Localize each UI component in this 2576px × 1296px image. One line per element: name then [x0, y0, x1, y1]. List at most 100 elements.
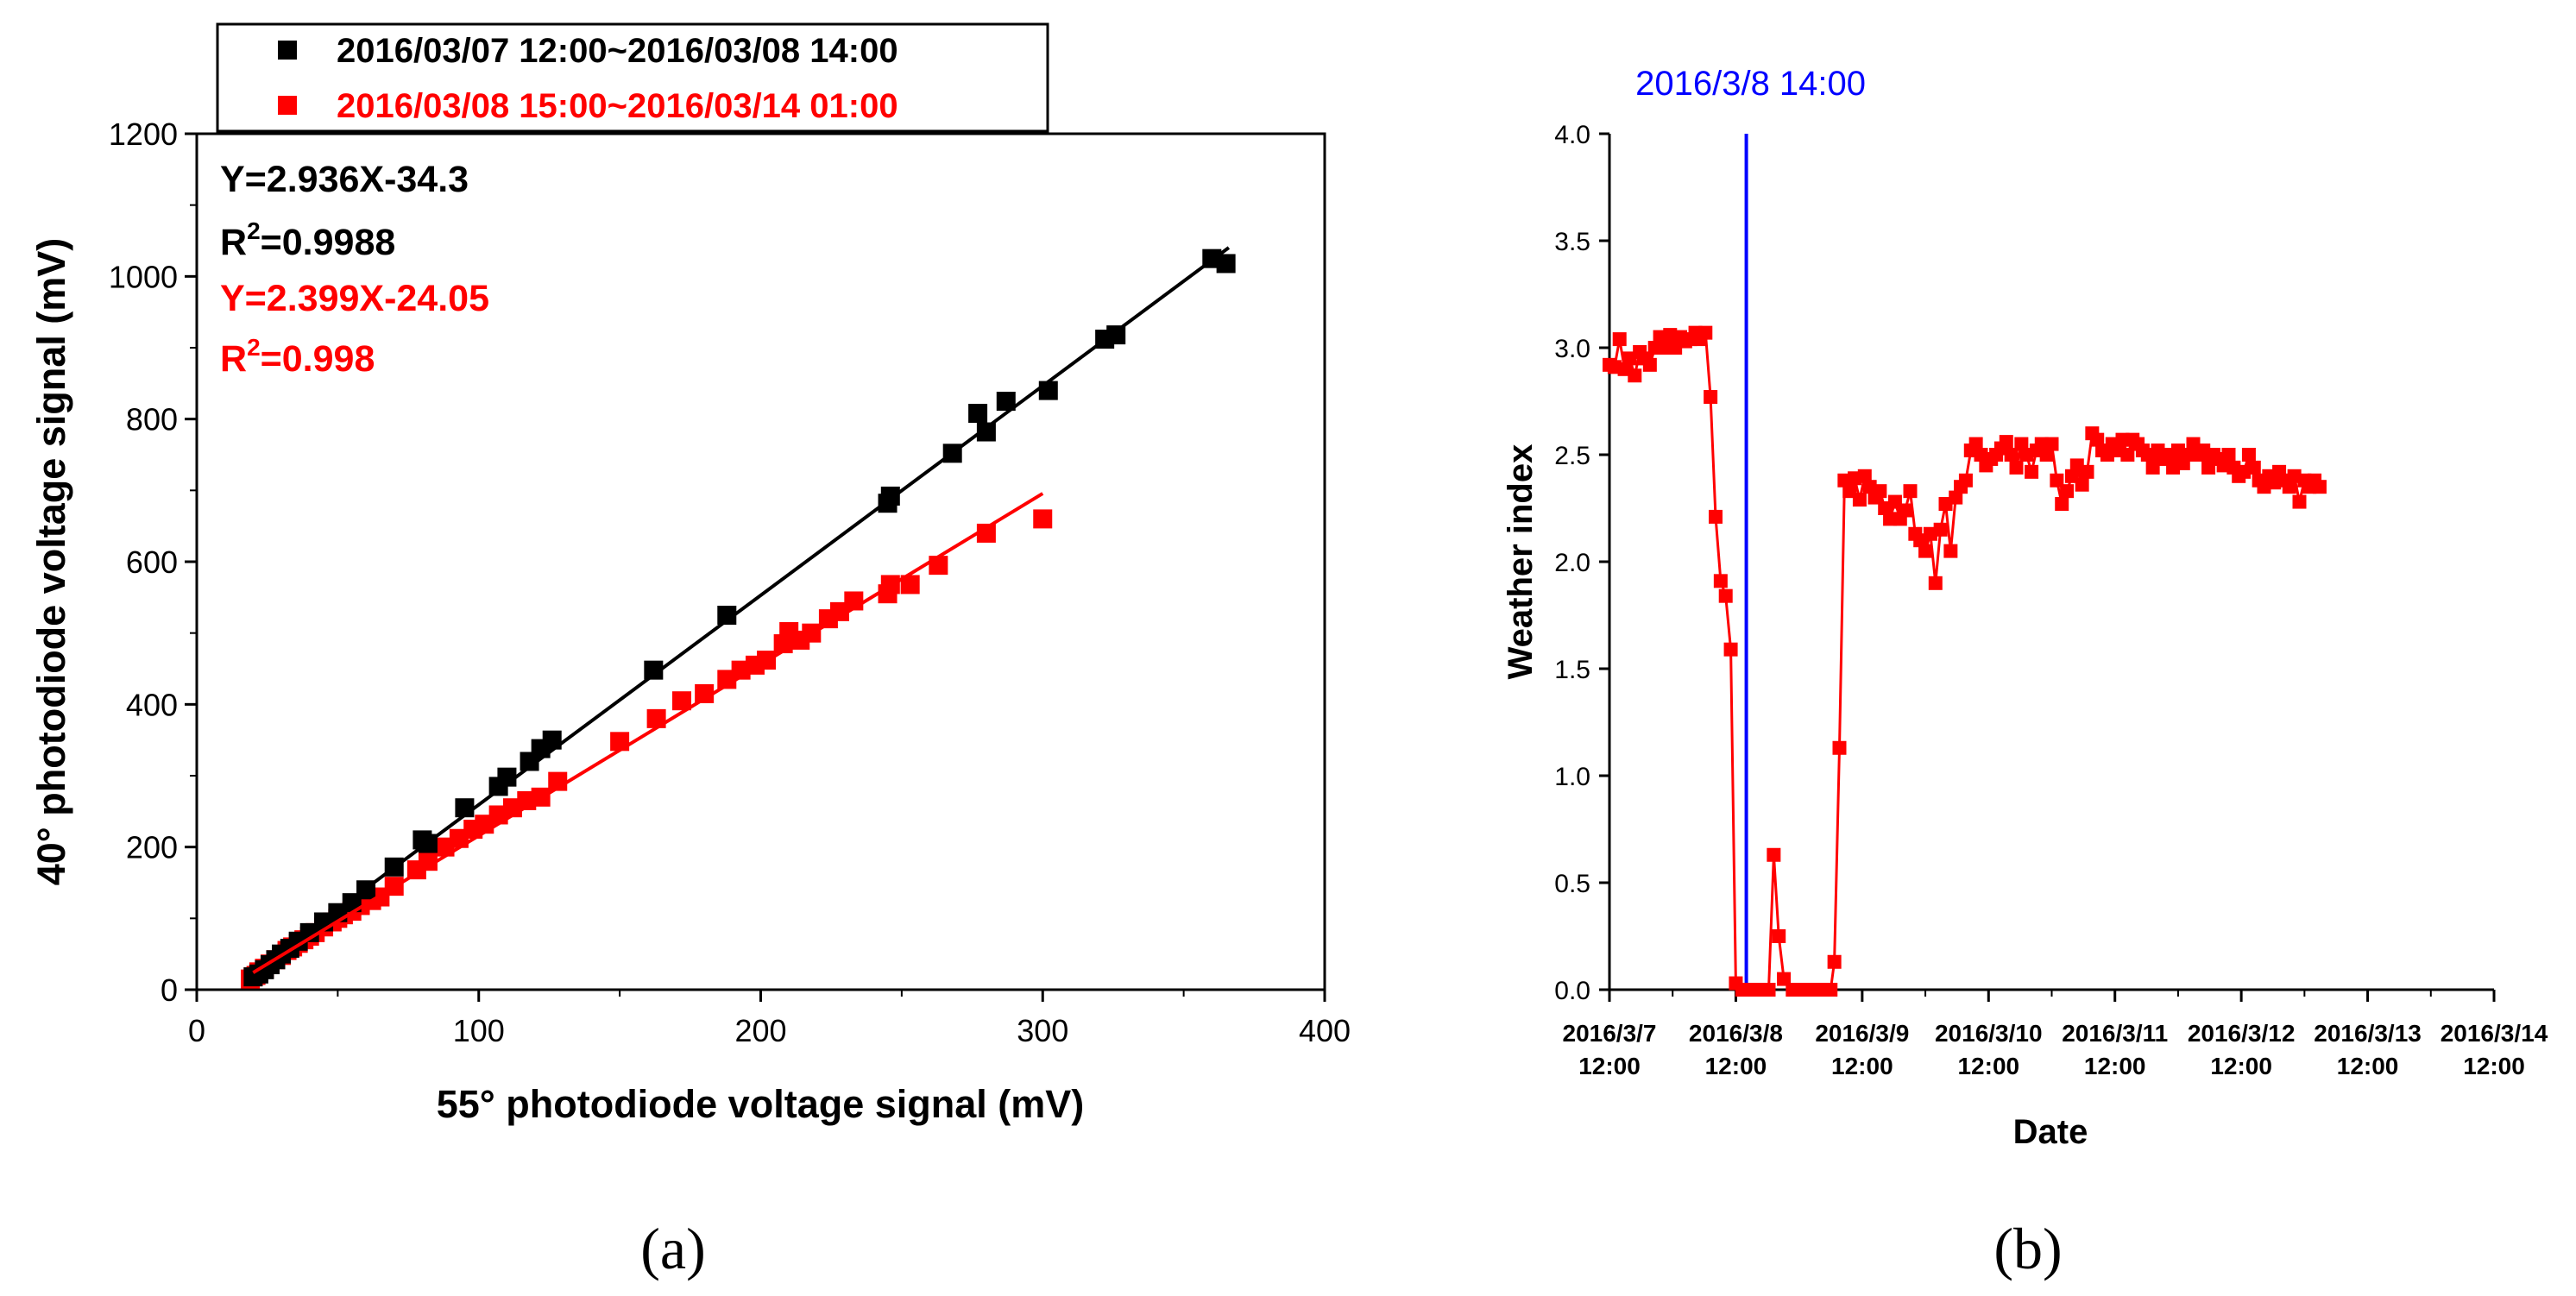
panel-a-scatter-chart: 0 200 400 600 800 1000 1200 0 100 200 300 400 55° … — [29, 22, 1351, 1281]
data-point — [900, 575, 920, 595]
panel-a-legend: 2016/03/07 12:00~2016/03/08 14:00 2016/0… — [216, 22, 1049, 133]
data-point — [2014, 437, 2029, 451]
fit-line — [257, 246, 1231, 970]
data-point — [1827, 954, 1842, 969]
data-point — [1761, 983, 1776, 997]
data-point — [1852, 493, 1867, 507]
legend-entry-black: 2016/03/07 12:00~2016/03/08 14:00 — [337, 32, 898, 70]
data-point — [1767, 847, 1781, 862]
data-point — [2050, 473, 2064, 488]
panel-b-data-marks — [1603, 325, 2327, 997]
y-tick-label: 2.5 — [1554, 442, 1590, 470]
y-tick-label: 800 — [126, 402, 178, 437]
data-point — [2060, 484, 2075, 499]
y-tick-label: 600 — [126, 544, 178, 580]
data-point — [1857, 469, 1872, 483]
x-tick-label-time: 12:00 — [2210, 1053, 2272, 1079]
data-point — [2282, 480, 2296, 494]
panel-a-y-axis-label: 40° photodiode voltage signal (mV) — [29, 238, 73, 886]
fit-equation-black: Y=2.936X-34.3 — [220, 159, 469, 200]
data-point — [1709, 509, 1723, 524]
panel-a-fit-lines — [252, 246, 1231, 974]
legend-marker-black — [278, 41, 297, 60]
y-tick-label: 1.5 — [1554, 656, 1590, 684]
x-tick-label-time: 12:00 — [1578, 1053, 1641, 1079]
data-point — [2075, 477, 2089, 492]
data-point — [996, 392, 1016, 411]
data-point — [2004, 448, 2019, 462]
panel-b-label: (b) — [1993, 1216, 2062, 1281]
panel-b-y-axis: 0.0 0.5 1.0 1.5 2.0 2.5 3.0 3.5 4.0 — [1554, 121, 1609, 1005]
x-tick-label-time: 12:00 — [1705, 1053, 1767, 1079]
r-squared-black: R2=0.9988 — [220, 217, 395, 263]
data-point — [2044, 437, 2059, 451]
data-point — [1698, 325, 1713, 340]
data-point — [1713, 574, 1728, 588]
panel-b-y-axis-label: Weather index — [1502, 444, 1540, 680]
data-point — [418, 852, 438, 871]
data-point — [2292, 494, 2307, 509]
y-tick-label: 3.5 — [1554, 228, 1590, 256]
data-point — [1918, 544, 1933, 558]
data-point — [2025, 464, 2039, 479]
y-tick-label: 0.0 — [1554, 977, 1590, 1005]
r-squared-red: R2=0.998 — [220, 334, 375, 380]
panel-a-x-axis-label: 55° photodiode voltage signal (mV) — [437, 1082, 1085, 1126]
data-point — [1038, 381, 1058, 400]
data-point — [2090, 432, 2105, 447]
data-point — [1216, 254, 1236, 274]
x-tick-label-date: 2016/3/10 — [1935, 1020, 2043, 1047]
x-tick-label-time: 12:00 — [1831, 1053, 1893, 1079]
data-point — [2120, 448, 2135, 462]
vertical-marker-label: 2016/3/8 14:00 — [1635, 65, 1866, 103]
data-point — [2241, 448, 2256, 462]
data-point — [1772, 929, 1786, 943]
data-point — [1811, 983, 1825, 997]
data-point — [1873, 484, 1887, 499]
data-point — [1798, 983, 1812, 997]
y-tick-label: 1000 — [109, 259, 178, 294]
y-tick-label: 3.0 — [1554, 335, 1590, 363]
data-point — [1642, 357, 1657, 372]
data-point — [1832, 740, 1847, 755]
panel-b-reference-line: 2016/3/8 14:00 — [1635, 65, 1866, 990]
data-point — [1933, 522, 1948, 537]
data-point — [2009, 460, 2024, 475]
data-point — [1958, 473, 1973, 488]
x-tick-label: 400 — [1299, 1013, 1351, 1048]
x-tick-label: 300 — [1017, 1013, 1068, 1048]
panel-a-y-axis: 0 200 400 600 800 1000 1200 — [109, 116, 197, 1008]
y-tick-label: 400 — [126, 687, 178, 722]
data-point — [2080, 464, 2094, 479]
data-point — [1943, 544, 1958, 558]
data-point — [644, 660, 664, 680]
data-point — [1628, 368, 1642, 383]
x-tick-label: 0 — [188, 1013, 205, 1048]
data-point — [1704, 390, 1718, 405]
data-point — [2039, 448, 2054, 462]
legend-frame — [216, 22, 1049, 133]
legend-marker-red — [278, 96, 297, 115]
x-tick-label-date: 2016/3/14 — [2441, 1020, 2548, 1047]
data-point — [968, 404, 988, 424]
x-tick-label-date: 2016/3/13 — [2314, 1020, 2422, 1047]
data-point — [2246, 460, 2261, 475]
data-point — [2055, 497, 2069, 512]
x-tick-label-time: 12:00 — [2463, 1053, 2525, 1079]
data-point — [1723, 642, 1738, 657]
y-tick-label: 0.5 — [1554, 870, 1590, 898]
data-point — [1777, 972, 1792, 986]
fit-line — [252, 492, 1044, 974]
data-point — [1928, 576, 1943, 590]
data-point — [1968, 437, 1983, 451]
y-tick-label: 2.0 — [1554, 549, 1590, 577]
panel-b-x-axis: 2016/3/7 12:00 2016/3/8 12:00 2016/3/9 12:00 2… — [1563, 990, 2548, 1079]
data-point — [1718, 588, 1733, 603]
x-tick-label: 100 — [453, 1013, 505, 1048]
y-tick-label: 200 — [126, 830, 178, 865]
y-tick-label: 0 — [161, 972, 178, 1008]
data-point — [1999, 435, 2013, 450]
data-point — [672, 691, 692, 711]
x-tick-label-date: 2016/3/8 — [1689, 1020, 1783, 1047]
y-tick-label: 1.0 — [1554, 763, 1590, 791]
